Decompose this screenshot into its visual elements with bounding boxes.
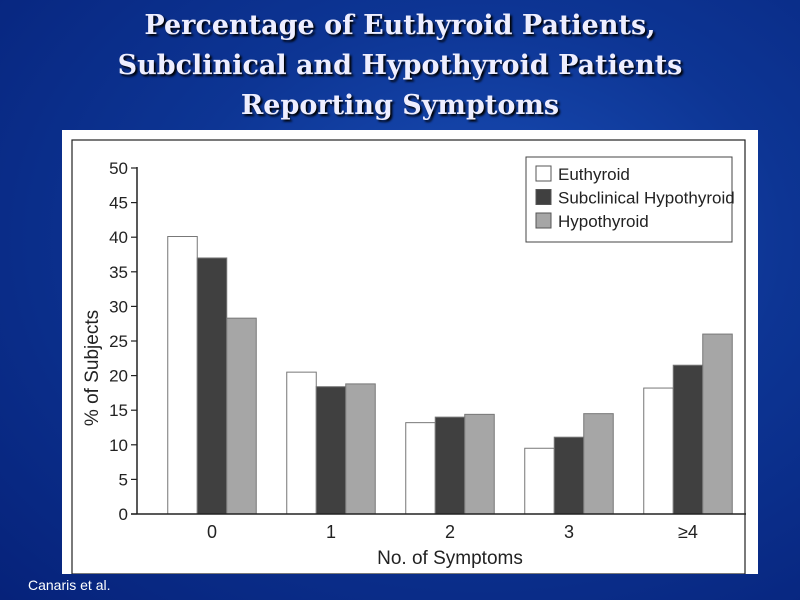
y-tick-label: 20 (109, 367, 128, 386)
x-tick-label: 1 (326, 522, 336, 542)
y-tick-label: 30 (109, 297, 128, 316)
y-tick-label: 10 (109, 436, 128, 455)
bar-subclinical-hypothyroid-2 (434, 416, 466, 515)
y-tick-label: 5 (119, 470, 128, 489)
bar-euthyroid-3 (524, 447, 555, 515)
y-tick-label: 45 (109, 194, 128, 213)
y-axis-label: % of Subjects (82, 310, 103, 426)
y-tick-label: 15 (109, 401, 128, 420)
y-tick-label: 40 (109, 228, 128, 247)
title-line: Subclinical and Hypothyroid Patients (117, 50, 683, 81)
x-axis-label: No. of Symptoms (377, 548, 523, 569)
y-tick-label: 35 (109, 263, 128, 282)
bar-hypothyroid-2 (464, 413, 495, 515)
legend-swatch (535, 212, 552, 229)
legend: Euthyroid Subclinical Hypothyroid Hypothyr… (525, 156, 735, 243)
x-tick-label: ≥4 (678, 522, 698, 542)
bar-hypothyroid-1 (345, 383, 376, 515)
bar-euthyroid-4 (643, 387, 674, 515)
bar-hypothyroid-0 (226, 317, 257, 515)
slide-title: Percentage of Euthyroid Patients, Subcli… (0, 6, 800, 126)
legend-label: Subclinical Hypothyroid (558, 189, 735, 208)
x-tick-label: 3 (564, 522, 574, 542)
legend-swatch (535, 189, 552, 205)
legend-swatch (535, 165, 552, 182)
chart-panel: 0 1 2 3 ≥4 0 5 10 15 20 25 30 35 40 45 50 % of Subjects… (62, 130, 758, 574)
bar-hypothyroid-3 (583, 413, 614, 515)
bar-subclinical-hypothyroid-4 (672, 364, 704, 515)
bar-euthyroid-0 (167, 236, 198, 515)
legend-label: Hypothyroid (558, 212, 649, 231)
bar-hypothyroid-4 (702, 333, 733, 515)
bar-subclinical-hypothyroid-3 (553, 436, 585, 515)
chart-frame (71, 139, 746, 574)
legend-label: Euthyroid (558, 165, 630, 184)
title-line: Percentage of Euthyroid Patients, (144, 10, 656, 41)
citation: Canaris et al. (28, 577, 111, 593)
bar-subclinical-hypothyroid-0 (196, 257, 228, 515)
y-tick-label: 50 (109, 159, 128, 178)
x-tick-label: 2 (445, 522, 455, 542)
y-tick-label: 0 (119, 505, 128, 524)
title-line: Reporting Symptoms (240, 90, 560, 121)
y-tick-label: 25 (109, 332, 128, 351)
bar-euthyroid-2 (405, 422, 436, 515)
bar-subclinical-hypothyroid-1 (315, 386, 347, 515)
bar-euthyroid-1 (286, 371, 317, 515)
x-tick-label: 0 (207, 522, 217, 542)
bar-chart: 0 1 2 3 ≥4 0 5 10 15 20 25 30 35 40 45 50 % of Subjects… (71, 139, 746, 574)
